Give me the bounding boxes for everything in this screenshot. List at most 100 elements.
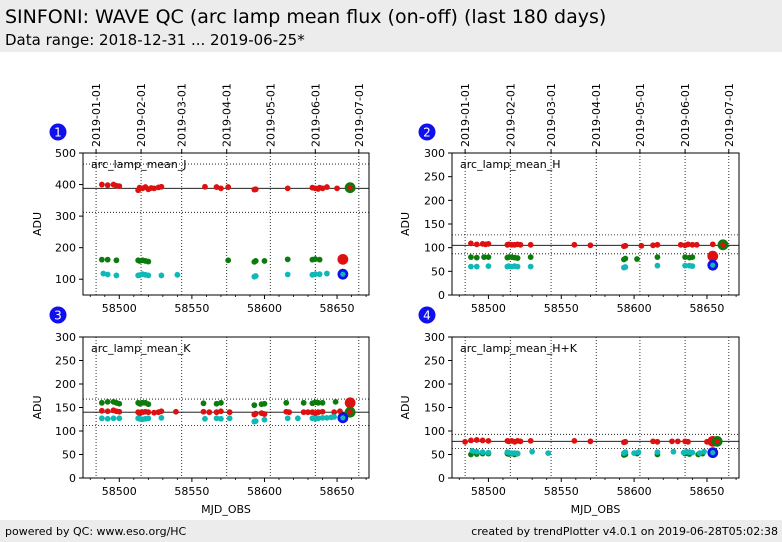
x-tick-label: 58600 [617,485,652,498]
series-red [462,437,710,446]
data-point [650,242,656,249]
data-point [116,400,123,407]
data-point [261,411,268,417]
data-point [286,409,293,416]
data-point [261,258,268,264]
chart-panel-1: 100 200 300 400 500 58500 58550 58600 58650 2019-… [31,83,370,315]
plot-frame [451,152,740,296]
data-point [323,270,330,277]
parameter-label: arc_lamp_mean_H [460,158,561,171]
y-tick-label: 100 [424,242,445,255]
data-point [145,401,152,408]
data-point [113,257,120,264]
x-tick-label: 58550 [544,302,579,315]
data-point [689,241,696,248]
data-points [468,239,729,271]
y-tick-label: 300 [424,331,445,344]
y-tick-label: 500 [55,147,76,160]
date-tick-label: 2019-03-01 [176,83,189,147]
data-point [151,409,158,416]
x-tick-label: 58600 [247,302,282,315]
latest-point-core [340,415,346,421]
data-point [226,409,233,416]
data-point [218,408,224,415]
data-point [332,398,339,405]
data-point [100,270,107,277]
data-point [252,273,259,279]
data-point [294,415,301,422]
data-point [116,415,123,422]
data-point [587,438,594,445]
data-point [485,437,492,444]
y-axis-label: ADU [31,212,44,236]
data-point [473,254,480,261]
data-point [514,450,521,457]
data-point [261,400,268,407]
data-point [331,414,338,420]
data-point [527,437,534,444]
y-tick-label: 50 [431,265,445,278]
panel-badge [418,123,436,141]
data-point [300,399,307,406]
y-tick-label: 0 [69,472,76,485]
x-tick-label: 58550 [544,485,579,498]
data-point [323,414,330,421]
data-point [316,256,323,263]
latest-point-core [347,185,353,191]
series-green [98,256,323,265]
date-tick-label: 2019-03-01 [545,83,558,147]
series-cyan [98,414,338,425]
data-point [174,271,181,278]
data-point [173,408,179,415]
data-point [200,400,207,407]
data-point [284,271,291,278]
data-point [98,256,105,263]
data-points [98,397,356,425]
panel-number: 4 [423,309,431,323]
y-tick-label: 150 [424,218,445,231]
data-point [158,272,165,279]
y-tick-label: 200 [55,242,76,255]
data-point [145,272,152,279]
date-tick-label: 2019-06-01 [309,83,322,147]
data-point [485,263,492,270]
data-point [682,262,688,269]
data-point [571,437,578,444]
x-tick-label: 58600 [247,485,282,498]
data-point [634,256,640,262]
y-tick-label: 50 [62,449,76,462]
data-point [571,241,578,248]
chart-panel-3: 0 50 100 150 200 250 300 58500 58550 58600 58650 AD… [31,306,370,516]
data-point [650,438,656,445]
date-gridlines [464,153,730,295]
y-tick-label: 300 [424,147,445,160]
data-point [312,256,319,262]
plot-frame [82,152,370,296]
data-point [218,399,224,406]
data-point [113,272,120,279]
series-cyan [469,447,707,457]
series-red [98,407,343,418]
data-point [693,241,700,248]
page-footer: powered by QC: www.eso.org/HC created by… [0,520,782,542]
data-point [479,437,486,444]
y-tick-label: 250 [424,355,445,368]
date-tick-label: 2019-05-01 [264,83,277,147]
data-point [587,242,594,249]
latest-point-core [714,438,720,444]
y-tick-label: 200 [424,378,445,391]
data-point [202,415,208,422]
data-point [473,241,480,248]
data-point [514,263,521,270]
data-point [316,271,323,278]
series-green [98,398,339,409]
data-point [468,240,474,247]
date-tick-label: 2019-01-01 [90,83,103,147]
series-cyan [100,270,330,280]
y-tick-label: 200 [55,378,76,391]
x-tick-label: 58500 [471,485,506,498]
y-tick-label: 100 [55,273,76,286]
latest-point-core [710,253,716,259]
data-point [527,263,534,270]
